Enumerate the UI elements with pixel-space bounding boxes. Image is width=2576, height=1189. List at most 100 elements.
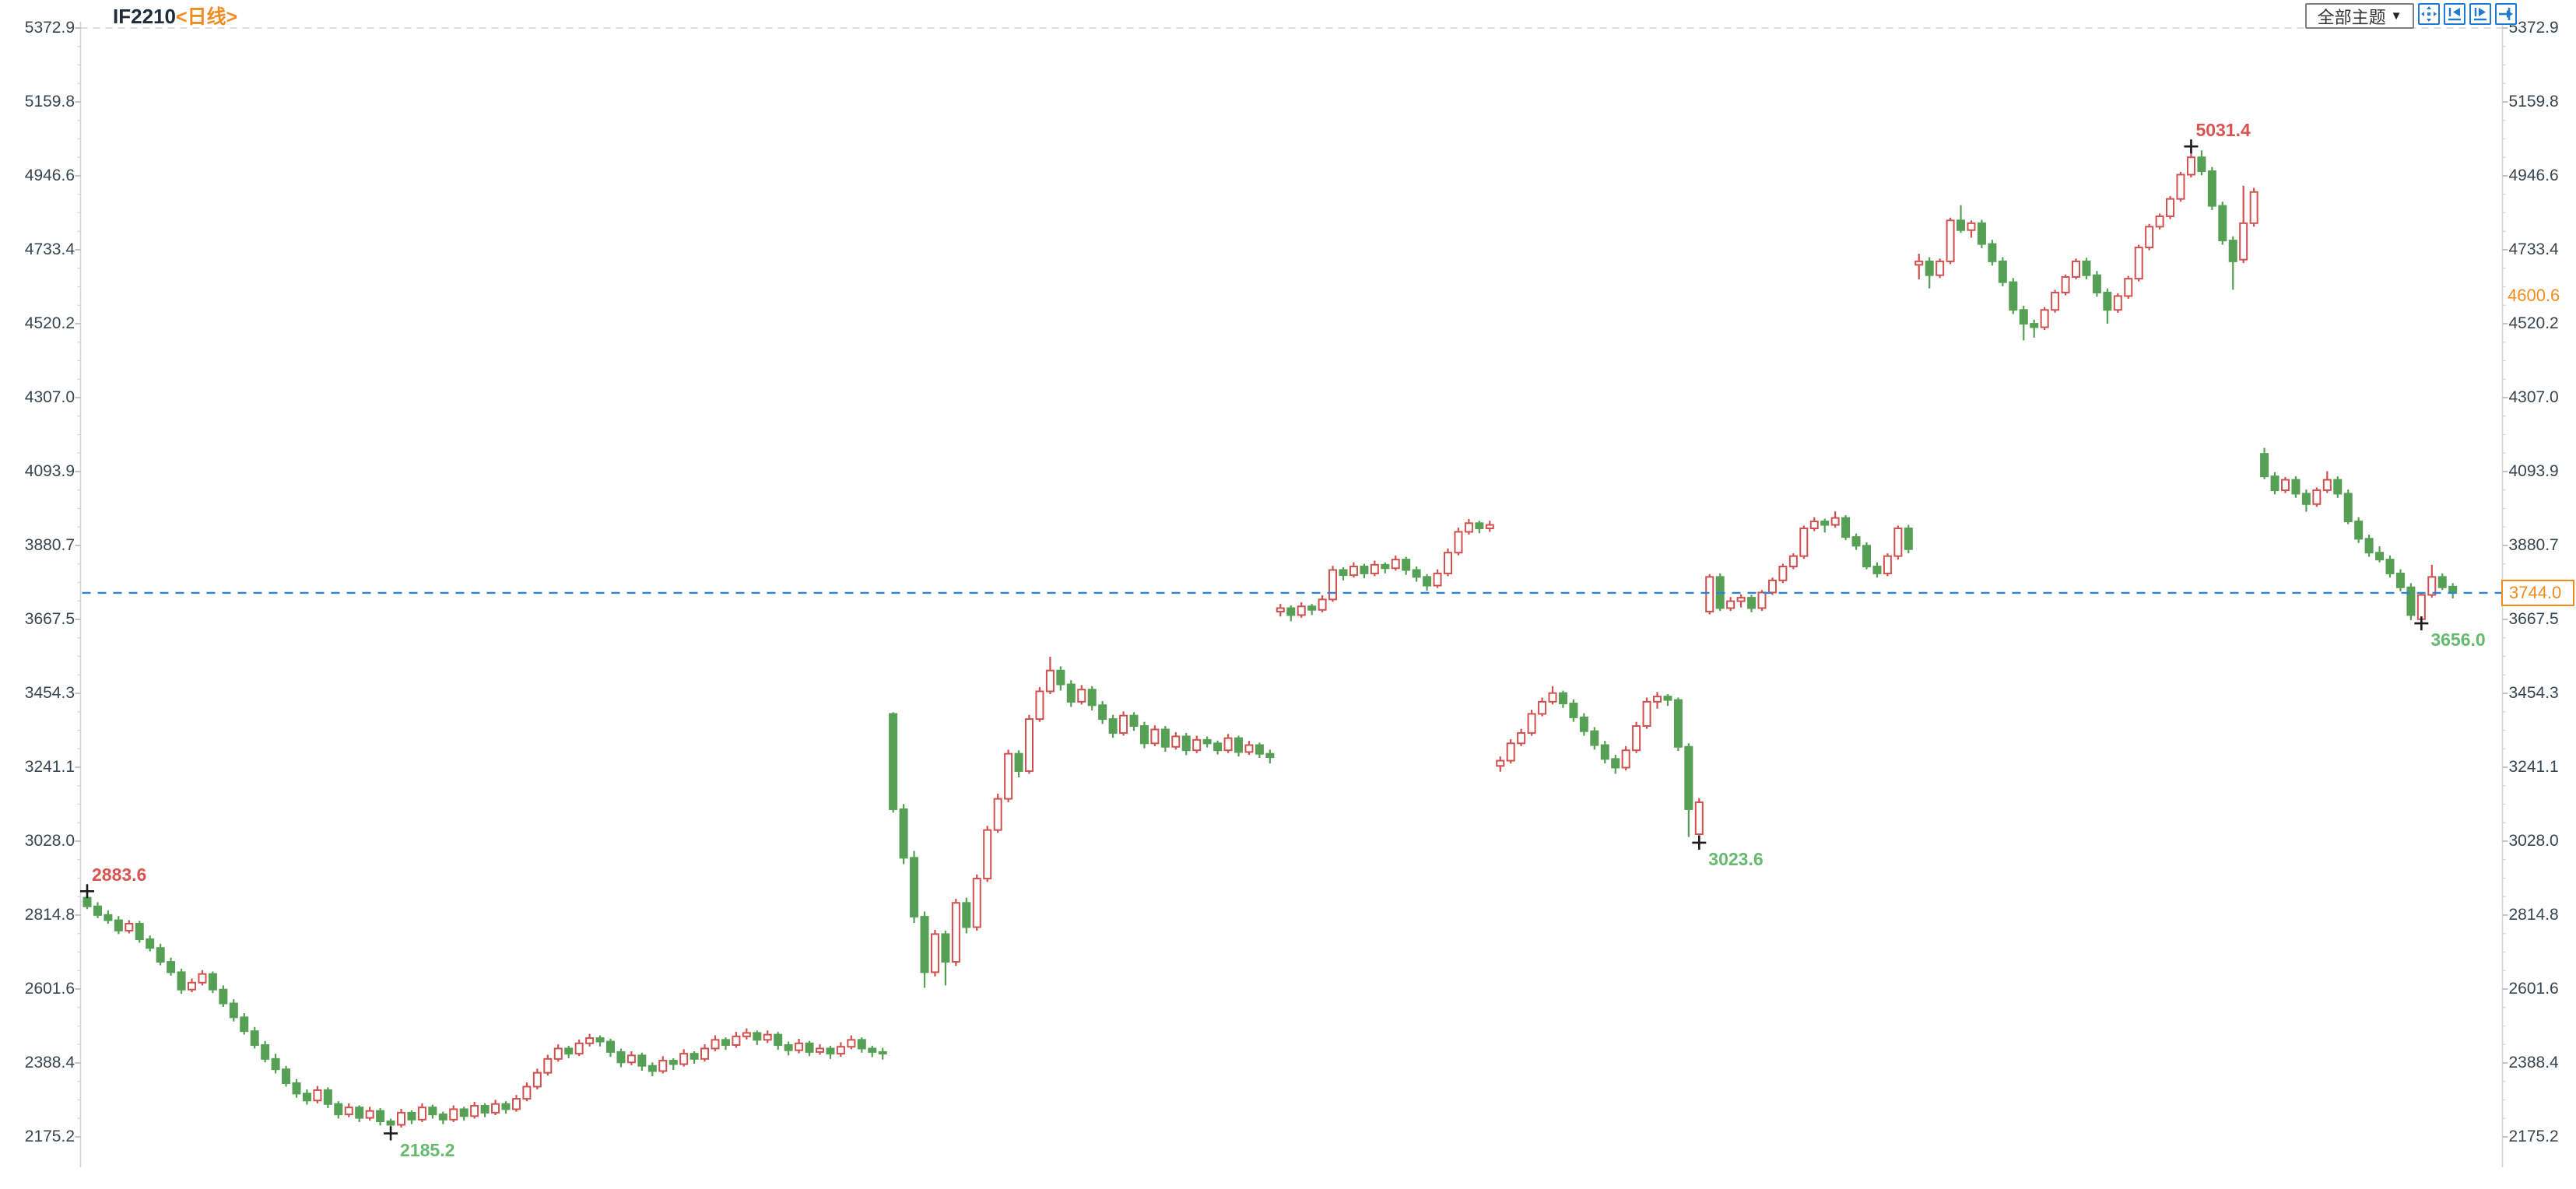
y-axis-label-left: 4307.0 [24,388,75,406]
y-axis-label-left: 3667.5 [24,609,75,628]
price-annotation: 3023.6 [1708,848,1764,869]
candle-body [2207,170,2216,207]
candle-body [1757,591,1767,609]
candle-body [899,808,908,859]
candle-body [1590,730,1599,746]
candle-body [2103,291,2112,311]
candle-body [1851,536,1861,547]
candle-body [721,1039,730,1046]
candle-body [690,1053,699,1060]
candle-body [1485,524,1494,530]
theme-dropdown[interactable]: 全部主题 ▼ [2305,3,2414,29]
candle-body [1181,735,1191,752]
candle-body [1872,566,1882,574]
candle-body [795,1042,804,1051]
candle-body [1025,718,1034,772]
candle-body [774,1033,783,1046]
candle-body [648,1064,657,1072]
candle-body [1004,752,1013,800]
candle-body [1799,528,1809,557]
candle-body [1464,522,1473,533]
candle-body [2375,552,2385,561]
candle-body [993,798,1002,831]
candle-body [574,1042,584,1055]
candle-body [1726,600,1735,609]
candle-body [1381,563,1390,570]
candle-body [114,919,123,931]
candle-body [2009,281,2018,311]
candle-body [2176,174,2185,200]
center-view-icon[interactable] [2418,3,2440,25]
candle-body [700,1047,710,1060]
candle-body [889,713,898,810]
candle-body [1632,725,1641,752]
candle-body [2322,479,2332,491]
candle-body [1402,559,1411,571]
current-price-value: 3744.0 [2509,582,2562,602]
candle-body [1788,555,1798,568]
y-axis-label-right: 2601.6 [2508,979,2559,998]
step-forward-icon[interactable] [2469,3,2491,25]
candle-body [1642,700,1651,728]
candle-body [417,1107,426,1121]
candle-body [1893,528,1903,557]
candle-body [1925,260,1934,276]
candle-body [2364,538,2374,554]
candle-body [669,1060,678,1065]
candle-body [1517,731,1526,745]
candle-body [1684,745,1693,810]
candle-body [1830,517,1840,526]
candle-body [1988,243,1997,262]
candle-body [438,1114,447,1121]
candle-body [344,1107,353,1116]
jump-to-end-icon[interactable] [2495,3,2517,25]
y-axis-label-right: 3028.0 [2508,831,2559,850]
candle-body [2427,576,2437,596]
candle-body [1286,607,1296,616]
candle-body [595,1037,605,1043]
candle-body [1307,605,1317,611]
candle-body [585,1037,595,1044]
candle-body [1600,744,1609,760]
price-annotation: 3656.0 [2430,630,2486,651]
candle-body [1108,718,1118,734]
candle-body [1370,563,1379,574]
candle-body [1538,700,1547,715]
candle-body [2291,479,2301,495]
candle-body [82,896,92,907]
candle-body [2197,156,2206,173]
candle-body [1767,579,1777,594]
candle-body [2186,156,2195,176]
candle-body [1244,744,1254,753]
candle-body [407,1111,416,1121]
jump-to-start-icon[interactable] [2444,3,2465,25]
settlement-price-label: 4600.6 [2506,286,2562,307]
y-axis-label-right: 2388.4 [2508,1053,2559,1072]
candle-body [2343,493,2353,523]
candle-body [1202,738,1212,745]
candle-body [972,878,981,928]
y-axis-label-left: 3880.7 [24,535,75,554]
candle-body [146,938,155,949]
candle-body [626,1054,636,1064]
y-axis-label-right: 2814.8 [2508,905,2559,924]
candle-body [732,1035,741,1046]
candle-body [983,829,992,880]
candle-body [334,1103,343,1116]
candle-body [763,1033,772,1041]
candle-body [2249,191,2258,224]
candle-body [2051,291,2060,311]
candle-body [2124,278,2133,297]
candle-body [2260,453,2269,478]
candle-body [1014,752,1023,772]
candle-body [1558,692,1567,705]
candle-body [2145,226,2154,249]
candle-body [930,933,939,973]
candle-body [93,905,102,916]
candle-body [229,1002,238,1019]
candle-body [2312,489,2322,505]
y-axis-label-right: 5159.8 [2508,92,2559,110]
candle-body [1056,669,1065,686]
